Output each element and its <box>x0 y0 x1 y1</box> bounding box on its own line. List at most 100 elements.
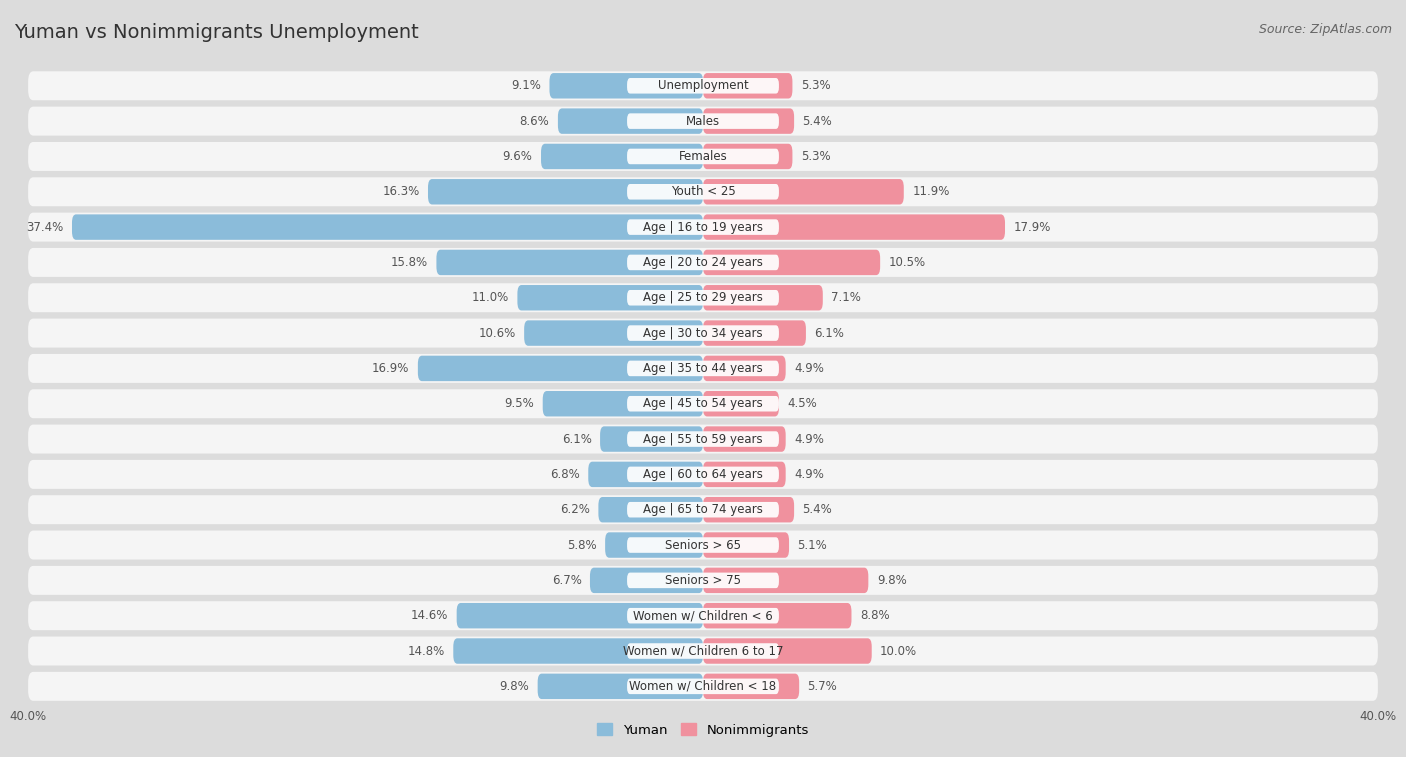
FancyBboxPatch shape <box>627 254 779 270</box>
Text: 9.8%: 9.8% <box>499 680 529 693</box>
Text: Males: Males <box>686 114 720 128</box>
FancyBboxPatch shape <box>28 460 1378 489</box>
FancyBboxPatch shape <box>600 426 703 452</box>
Text: 5.1%: 5.1% <box>797 538 827 552</box>
FancyBboxPatch shape <box>28 142 1378 171</box>
FancyBboxPatch shape <box>627 396 779 412</box>
Text: 5.3%: 5.3% <box>801 79 831 92</box>
FancyBboxPatch shape <box>627 184 779 200</box>
Text: 16.3%: 16.3% <box>382 185 419 198</box>
Text: 4.5%: 4.5% <box>787 397 817 410</box>
FancyBboxPatch shape <box>703 497 794 522</box>
Text: 15.8%: 15.8% <box>391 256 427 269</box>
FancyBboxPatch shape <box>541 144 703 169</box>
Text: 9.6%: 9.6% <box>503 150 533 163</box>
Text: 11.0%: 11.0% <box>472 291 509 304</box>
FancyBboxPatch shape <box>703 356 786 381</box>
Text: Yuman vs Nonimmigrants Unemployment: Yuman vs Nonimmigrants Unemployment <box>14 23 419 42</box>
FancyBboxPatch shape <box>703 144 793 169</box>
Text: Women w/ Children < 18: Women w/ Children < 18 <box>630 680 776 693</box>
FancyBboxPatch shape <box>72 214 703 240</box>
Text: 16.9%: 16.9% <box>373 362 409 375</box>
Text: Age | 65 to 74 years: Age | 65 to 74 years <box>643 503 763 516</box>
FancyBboxPatch shape <box>588 462 703 487</box>
FancyBboxPatch shape <box>28 248 1378 277</box>
FancyBboxPatch shape <box>599 497 703 522</box>
Text: Source: ZipAtlas.com: Source: ZipAtlas.com <box>1258 23 1392 36</box>
Text: 5.4%: 5.4% <box>803 503 832 516</box>
FancyBboxPatch shape <box>627 502 779 518</box>
Text: 10.0%: 10.0% <box>880 644 917 658</box>
FancyBboxPatch shape <box>627 431 779 447</box>
Text: Women w/ Children < 6: Women w/ Children < 6 <box>633 609 773 622</box>
Text: 9.8%: 9.8% <box>877 574 907 587</box>
FancyBboxPatch shape <box>627 678 779 694</box>
Text: Age | 25 to 29 years: Age | 25 to 29 years <box>643 291 763 304</box>
Text: 10.5%: 10.5% <box>889 256 925 269</box>
FancyBboxPatch shape <box>28 672 1378 701</box>
FancyBboxPatch shape <box>627 608 779 624</box>
FancyBboxPatch shape <box>543 391 703 416</box>
FancyBboxPatch shape <box>627 78 779 94</box>
Text: Age | 55 to 59 years: Age | 55 to 59 years <box>643 432 763 446</box>
Legend: Yuman, Nonimmigrants: Yuman, Nonimmigrants <box>592 718 814 742</box>
FancyBboxPatch shape <box>427 179 703 204</box>
Text: Age | 20 to 24 years: Age | 20 to 24 years <box>643 256 763 269</box>
FancyBboxPatch shape <box>703 108 794 134</box>
FancyBboxPatch shape <box>605 532 703 558</box>
Text: 4.9%: 4.9% <box>794 362 824 375</box>
Text: Age | 60 to 64 years: Age | 60 to 64 years <box>643 468 763 481</box>
Text: 17.9%: 17.9% <box>1014 220 1050 234</box>
FancyBboxPatch shape <box>627 114 779 129</box>
FancyBboxPatch shape <box>28 177 1378 206</box>
Text: Age | 16 to 19 years: Age | 16 to 19 years <box>643 220 763 234</box>
Text: 5.7%: 5.7% <box>807 680 838 693</box>
Text: 8.8%: 8.8% <box>860 609 890 622</box>
Text: 6.1%: 6.1% <box>562 432 592 446</box>
FancyBboxPatch shape <box>627 643 779 659</box>
FancyBboxPatch shape <box>524 320 703 346</box>
FancyBboxPatch shape <box>28 213 1378 241</box>
Text: 11.9%: 11.9% <box>912 185 949 198</box>
Text: Seniors > 65: Seniors > 65 <box>665 538 741 552</box>
Text: Unemployment: Unemployment <box>658 79 748 92</box>
FancyBboxPatch shape <box>28 566 1378 595</box>
FancyBboxPatch shape <box>703 214 1005 240</box>
FancyBboxPatch shape <box>28 389 1378 418</box>
FancyBboxPatch shape <box>591 568 703 593</box>
FancyBboxPatch shape <box>550 73 703 98</box>
FancyBboxPatch shape <box>627 148 779 164</box>
FancyBboxPatch shape <box>703 179 904 204</box>
Text: Age | 30 to 34 years: Age | 30 to 34 years <box>643 326 763 340</box>
FancyBboxPatch shape <box>703 568 869 593</box>
FancyBboxPatch shape <box>28 107 1378 136</box>
FancyBboxPatch shape <box>703 674 799 699</box>
Text: 14.8%: 14.8% <box>408 644 444 658</box>
FancyBboxPatch shape <box>28 601 1378 630</box>
FancyBboxPatch shape <box>703 320 806 346</box>
FancyBboxPatch shape <box>627 290 779 306</box>
Text: Age | 45 to 54 years: Age | 45 to 54 years <box>643 397 763 410</box>
FancyBboxPatch shape <box>703 462 786 487</box>
FancyBboxPatch shape <box>28 495 1378 524</box>
FancyBboxPatch shape <box>418 356 703 381</box>
FancyBboxPatch shape <box>28 283 1378 312</box>
FancyBboxPatch shape <box>703 638 872 664</box>
FancyBboxPatch shape <box>558 108 703 134</box>
Text: Age | 35 to 44 years: Age | 35 to 44 years <box>643 362 763 375</box>
Text: Women w/ Children 6 to 17: Women w/ Children 6 to 17 <box>623 644 783 658</box>
Text: 5.4%: 5.4% <box>803 114 832 128</box>
FancyBboxPatch shape <box>28 637 1378 665</box>
Text: 5.3%: 5.3% <box>801 150 831 163</box>
FancyBboxPatch shape <box>453 638 703 664</box>
Text: 4.9%: 4.9% <box>794 432 824 446</box>
Text: 6.1%: 6.1% <box>814 326 844 340</box>
Text: 8.6%: 8.6% <box>520 114 550 128</box>
FancyBboxPatch shape <box>627 360 779 376</box>
FancyBboxPatch shape <box>457 603 703 628</box>
FancyBboxPatch shape <box>703 391 779 416</box>
FancyBboxPatch shape <box>517 285 703 310</box>
FancyBboxPatch shape <box>627 572 779 588</box>
Text: 10.6%: 10.6% <box>478 326 516 340</box>
FancyBboxPatch shape <box>703 250 880 275</box>
